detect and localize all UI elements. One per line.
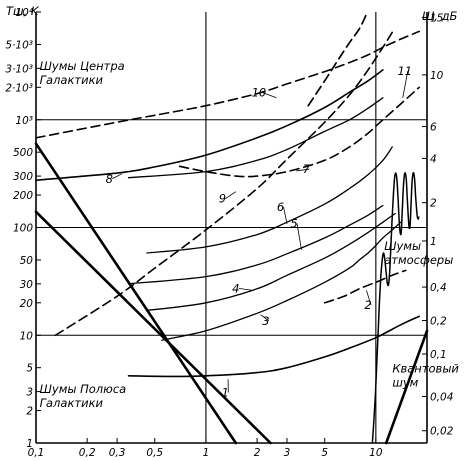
region-label: Шумы Полюса Галактики [40,382,127,410]
y-tick-label: 30 [20,279,34,291]
right-axis-ticks: 15 10 6 4 2 1 0,4 0,2 0,1 0,04 0,02 [422,12,454,438]
y-tick-label: 1 [26,438,33,450]
curve-leader-8 [112,173,123,180]
curve-leader-10 [261,91,277,99]
curve-top-dashed [307,13,368,107]
curve-label-5: 5 [290,217,297,231]
curve-3 [161,221,402,341]
curve-2 [323,269,407,304]
curve-label-4: 4 [232,281,239,295]
y-tick-label: 5·10³ [5,39,33,51]
curve-leader-11 [402,70,409,98]
x-tick-label: 5 [321,447,328,459]
region-label-line: Галактики [40,73,104,87]
region-label-line: Шумы Полюса [40,382,127,396]
y-tick-label: 2 [26,406,33,418]
curve-leader-6 [283,207,288,224]
y-tick-label: 3 [26,387,33,399]
curve-label-8: 8 [106,172,113,186]
y-tick-label: 100 [13,223,33,235]
curve-galactic-pole-inner [34,210,272,445]
curve-galactic-pole-outer [34,142,238,445]
region-label-line: атмосферы [384,253,453,267]
region-label: Квантовый шум [392,362,459,390]
y-tick-label: 3·10³ [5,63,33,75]
right-tick-label: 0,4 [430,282,447,294]
y-tick-label: 300 [13,171,33,183]
curve-4 [146,212,396,312]
curves [34,13,429,445]
region-label-line: Квантовый [392,362,459,376]
y-tick-label: 50 [20,255,34,267]
curve-label-6: 6 [277,200,284,214]
right-tick-label: 1 [430,236,437,248]
curve-6 [146,146,393,254]
curve-labels: 1 2 3 4 56 7 8 9 10 11 [106,64,412,399]
x-tick-label: 10 [369,447,383,459]
curve-5 [127,204,384,285]
x-tick-label: 2 [254,447,261,459]
right-tick-label: 2 [430,198,437,210]
y-tick-label: 5 [26,363,33,375]
right-tick-label: 0,1 [430,349,447,361]
curve-label-11: 11 [397,64,412,78]
region-label: Шумы атмосферы [384,239,453,267]
right-tick-label: 0,04 [430,392,453,404]
x-tick-label: 0,3 [109,447,126,459]
right-tick-label: 6 [430,122,437,134]
curve-label-1: 1 [222,386,229,400]
curve-1 [127,315,420,378]
region-label-line: Шумы Центра [40,59,125,73]
y-axis-label-left: Tш, K [6,4,40,18]
x-tick-label: 1 [203,447,210,459]
x-tick-label: 0,5 [146,447,163,459]
right-tick-label: 0,02 [430,426,454,438]
y-tick-label: 200 [13,190,33,202]
y-tick-label: 20 [20,298,34,310]
y-axis-ticks: 1 2 3 5 10 20 30 50 100 200 300 500 10³ 2·10³ 3·10³ 5·1… [5,7,41,450]
curve-leader-3 [260,314,270,322]
x-tick-label: 3 [284,447,291,459]
region-label-line: Шумы [384,239,421,253]
right-tick-label: 15 [430,12,444,24]
y-tick-label: 500 [13,147,33,159]
curve-8 [35,69,384,181]
curve-label-10: 10 [252,85,267,99]
y-tick-label: 10³ [15,115,33,127]
curve-label-7: 7 [303,162,311,176]
curve-label-2: 2 [364,298,371,312]
curve-11 [178,86,420,178]
curve-leader-7 [296,168,310,172]
curve-7 [127,97,384,179]
curve-quantum-noise [384,329,429,445]
curve-atmosphere [371,171,420,444]
region-label-line: Галактики [40,396,104,410]
curve-label-3: 3 [262,314,269,328]
y-tick-label: 2·10³ [5,82,33,94]
right-tick-label: 10 [430,70,444,82]
y-axis-label-right: Ш, дБ [422,9,458,23]
region-label: Шумы Центра Галактики [40,59,125,87]
y-tick-label: 10⁴ [15,7,33,19]
x-tick-label: 0,2 [79,447,96,459]
x-tick-label: 0,1 [28,447,45,459]
region-label-line: шум [392,376,418,390]
curve-9 [54,31,394,337]
right-tick-label: 4 [430,153,437,165]
x-axis-ticks: 0,1 0,2 0,3 0,5 1 2 3 5 10 [28,438,383,459]
curve-leader-2 [366,290,372,306]
curve-leader-4 [238,287,254,291]
curve-label-9: 9 [219,192,226,206]
y-tick-label: 10 [20,330,34,342]
curve-leader-9 [225,191,237,200]
curve-10 [35,30,420,139]
curve-leader-5 [296,223,302,250]
right-tick-label: 0,2 [430,316,447,328]
